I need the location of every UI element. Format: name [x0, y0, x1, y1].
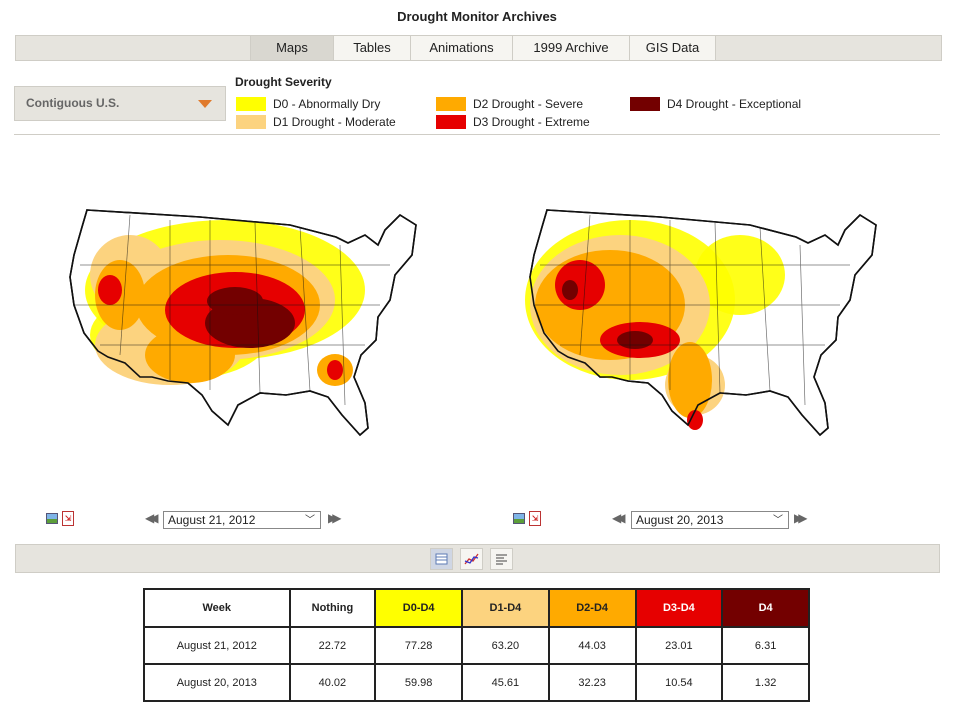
- view-toggle-bar: [15, 544, 940, 573]
- text-view-button[interactable]: [490, 548, 513, 570]
- table-cell: 22.72: [288, 626, 377, 665]
- d3-area: [555, 260, 605, 310]
- table-cell: 10.54: [634, 663, 724, 702]
- table-cell: 23.01: [634, 626, 724, 665]
- legend-swatch: [436, 97, 466, 111]
- legend-swatch: [436, 115, 466, 129]
- divider: [14, 134, 940, 135]
- drought-map-2013: [525, 209, 877, 437]
- d2-area: [668, 342, 712, 418]
- d3-area: [98, 275, 122, 305]
- table-cell: 63.20: [461, 626, 550, 665]
- state-borders: [535, 214, 850, 406]
- d4-area: [562, 280, 578, 300]
- text-view-icon: [496, 554, 507, 565]
- header-d3-d4: D3-D4: [634, 588, 724, 628]
- chevron-down-icon: ﹀: [305, 515, 315, 526]
- tab-bar: Maps Tables Animations 1999 Archive GIS …: [15, 35, 942, 61]
- table-header-row: Week Nothing D0-D4 D1-D4 D2-D4 D3-D4 D4: [143, 588, 810, 628]
- legend-title: Drought Severity: [235, 75, 332, 89]
- drought-stats-table: Week Nothing D0-D4 D1-D4 D2-D4 D3-D4 D4 …: [143, 588, 810, 702]
- date-select-value: August 21, 2012: [168, 513, 256, 527]
- map-2012-date-select[interactable]: August 21, 2012 ﹀: [163, 511, 321, 529]
- tab-maps[interactable]: Maps: [250, 36, 333, 60]
- dropdown-arrow-icon: [198, 100, 212, 108]
- map-2012-downloads: ⇲: [46, 511, 78, 527]
- table-cell: 59.98: [374, 663, 464, 702]
- chevron-down-icon: ﹀: [773, 515, 783, 526]
- table-view-icon: [435, 553, 448, 565]
- header-d1-d4: D1-D4: [461, 588, 550, 628]
- map-2013-date-select[interactable]: August 20, 2013 ﹀: [631, 511, 789, 529]
- table-row: August 21, 2012 22.72 77.28 63.20 44.03 …: [143, 626, 810, 665]
- chart-view-button[interactable]: [460, 548, 483, 570]
- image-icon[interactable]: [513, 513, 525, 524]
- legend-label: D4 Drought - Exceptional: [667, 97, 802, 111]
- header-d0-d4: D0-D4: [374, 588, 464, 628]
- table-cell: 1.32: [721, 663, 810, 702]
- tab-1999-archive[interactable]: 1999 Archive: [512, 36, 629, 60]
- header-week: Week: [143, 588, 291, 628]
- table-cell: 77.28: [374, 626, 464, 665]
- region-select-value: Contiguous U.S.: [26, 96, 120, 110]
- pdf-icon[interactable]: ⇲: [529, 511, 541, 526]
- d4-area: [617, 331, 653, 349]
- d3-area: [687, 410, 703, 430]
- map-2013-downloads: ⇲: [513, 511, 545, 527]
- table-row: August 20, 2013 40.02 59.98 45.61 32.23 …: [143, 663, 810, 702]
- table-cell: 40.02: [288, 663, 377, 702]
- legend-swatch: [236, 115, 266, 129]
- table-cell: 6.31: [721, 626, 810, 665]
- page-title: Drought Monitor Archives: [397, 9, 557, 24]
- tab-tables[interactable]: Tables: [333, 36, 410, 60]
- region-select[interactable]: Contiguous U.S.: [14, 86, 226, 121]
- header-nothing: Nothing: [288, 588, 377, 628]
- table-cell: 45.61: [461, 663, 550, 702]
- table-cell: 32.23: [547, 663, 637, 702]
- double-left-arrow-icon[interactable]: ◀◀: [612, 511, 626, 525]
- double-right-arrow-icon[interactable]: ▶▶: [328, 511, 342, 525]
- table-view-button[interactable]: [430, 548, 453, 570]
- double-right-arrow-icon[interactable]: ▶▶: [794, 511, 808, 525]
- legend-swatch: [630, 97, 660, 111]
- double-left-arrow-icon[interactable]: ◀◀: [145, 511, 159, 525]
- legend-label: D0 - Abnormally Dry: [273, 97, 381, 111]
- pdf-icon[interactable]: ⇲: [62, 511, 74, 526]
- drought-map-2012: [69, 209, 417, 437]
- date-select-value: August 20, 2013: [636, 513, 724, 527]
- tab-list: Maps Tables Animations 1999 Archive GIS …: [250, 36, 716, 60]
- legend-label: D2 Drought - Severe: [473, 97, 584, 111]
- table-cell: August 21, 2012: [143, 626, 291, 665]
- legend-label: D1 Drought - Moderate: [273, 115, 396, 129]
- d0-area: [695, 235, 785, 315]
- chart-view-icon: [464, 553, 479, 565]
- state-borders: [75, 214, 390, 406]
- legend-swatch: [236, 97, 266, 111]
- d3-area: [327, 360, 343, 380]
- header-d4: D4: [721, 588, 810, 628]
- tab-animations[interactable]: Animations: [410, 36, 512, 60]
- table-cell: 44.03: [547, 626, 637, 665]
- tab-gis-data[interactable]: GIS Data: [629, 36, 716, 60]
- drought-areas: [85, 220, 365, 386]
- legend-label: D3 Drought - Extreme: [473, 115, 590, 129]
- table-cell: August 20, 2013: [143, 663, 291, 702]
- d4-area: [207, 287, 263, 315]
- image-icon[interactable]: [46, 513, 58, 524]
- header-d2-d4: D2-D4: [547, 588, 637, 628]
